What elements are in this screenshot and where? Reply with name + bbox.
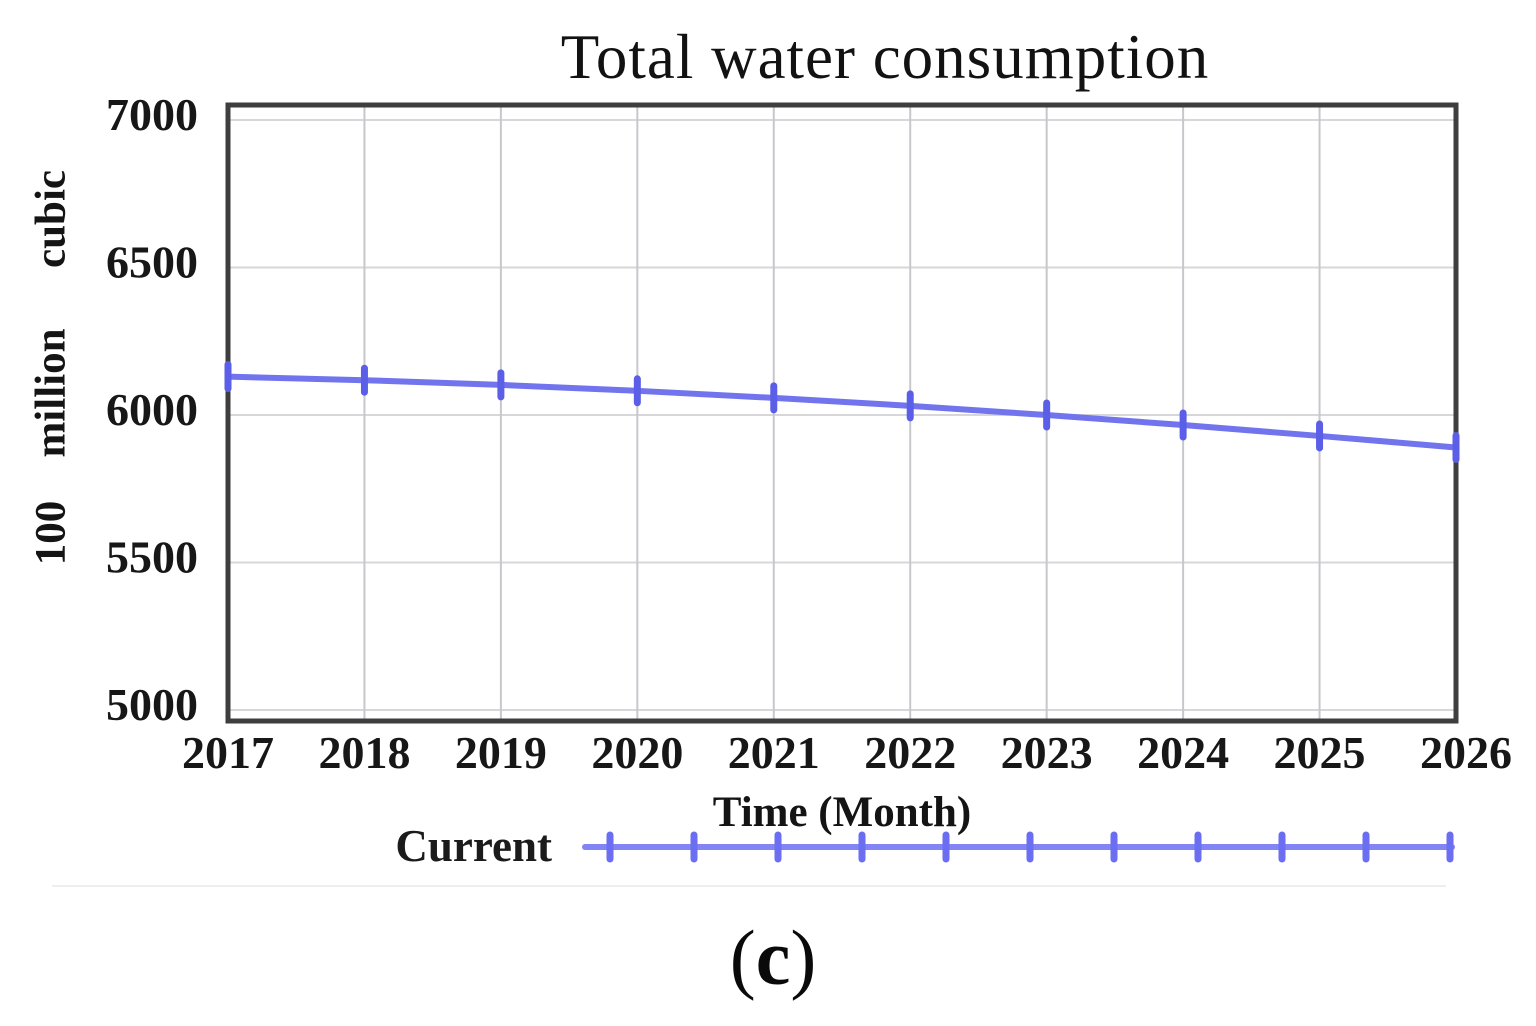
x-tick-label-2023: 2023	[1001, 727, 1093, 778]
figure-caption: (c)	[620, 913, 926, 1003]
x-tick-label-2017: 2017	[182, 727, 274, 778]
y-tick-label-5000: 5000	[106, 679, 198, 730]
caption-letter: c	[755, 914, 791, 1001]
series-line-current	[225, 373, 1459, 451]
chart-title: Total water consumption	[560, 22, 1210, 92]
x-axis-label: Time (Month)	[712, 789, 972, 836]
x-tick-label-2019: 2019	[455, 727, 547, 778]
y-tick-label-7000: 7000	[106, 89, 198, 140]
x-tick-label-2021: 2021	[728, 727, 820, 778]
x-tick-label-2018: 2018	[318, 727, 410, 778]
caption-paren-close: )	[790, 914, 817, 1001]
legend-label-current: Current	[395, 821, 552, 871]
plot-border	[225, 102, 1459, 724]
x-tick-label-2025: 2025	[1274, 727, 1366, 778]
x-tick-label-2024: 2024	[1137, 727, 1229, 778]
y-tick-label-6500: 6500	[106, 237, 198, 288]
y-tick-label-6000: 6000	[106, 384, 198, 435]
x-tick-label-2022: 2022	[864, 727, 956, 778]
x-tick-label-2020: 2020	[591, 727, 683, 778]
y-tick-label-5500: 5500	[106, 532, 198, 583]
caption-paren-open: (	[729, 914, 756, 1001]
x-tick-label-2026: 2026	[1420, 727, 1512, 778]
